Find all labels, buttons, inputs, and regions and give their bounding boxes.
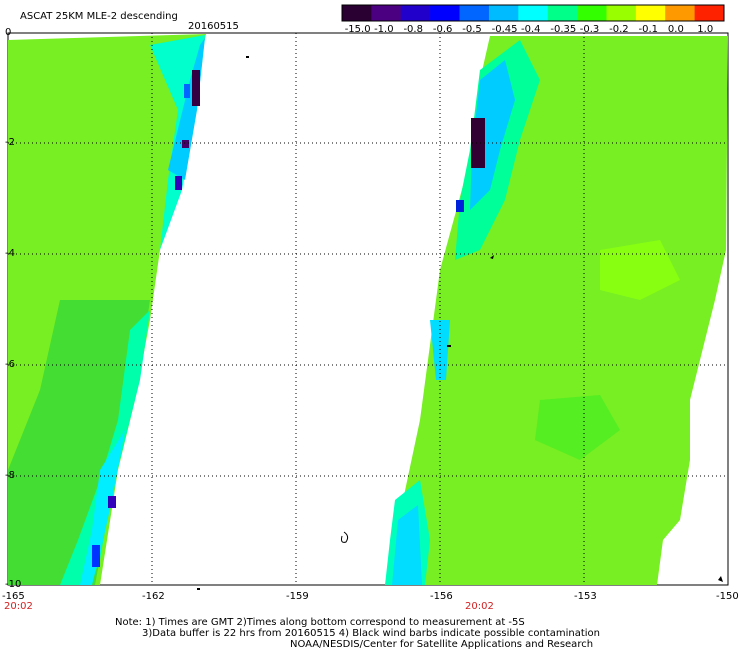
colorbar-label: -0.45 [491, 24, 518, 35]
right-swath [385, 36, 728, 585]
colorbar-segment [371, 5, 402, 21]
colorbar-label: -0.35 [550, 24, 577, 35]
colorbar-label: 0.0 [667, 24, 684, 35]
map-date: 20160515 [188, 21, 239, 32]
y-axis-label: -8 [5, 470, 15, 481]
y-axis-label: -10 [5, 579, 22, 590]
x-axis-label: -165 [2, 591, 25, 602]
colorbar-label: -15.0 [344, 24, 371, 35]
x-axis-label: -156 [430, 591, 453, 602]
wind-barbs [197, 56, 723, 590]
y-axis-label: -6 [5, 359, 15, 370]
colorbar-segment [547, 5, 578, 21]
colorbar-segment [606, 5, 637, 21]
colorbar-label: -0.3 [579, 24, 600, 35]
grid-lines [8, 33, 728, 585]
y-axis-label: -2 [5, 137, 15, 148]
colorbar-label: -0.5 [462, 24, 482, 35]
colorbar-segment [577, 5, 607, 21]
time-label-left: 20:02 [4, 601, 33, 612]
colorbar-frame [341, 4, 725, 22]
note-line-3: NOAA/NESDIS/Center for Satellite Applica… [290, 639, 594, 650]
colorbar-segment [635, 5, 666, 21]
x-axis-label: -162 [142, 591, 165, 602]
colorbar-label: -0.6 [432, 24, 453, 35]
x-axis-label: -153 [574, 591, 597, 602]
x-axis-label: -150 [716, 591, 739, 602]
time-label-right: 20:02 [465, 601, 494, 612]
x-axis-label: -159 [286, 591, 309, 602]
note-line-2: 3)Data buffer is 22 hrs from 20160515 4)… [142, 628, 600, 639]
left-swath [8, 34, 206, 585]
colorbar-label: -0.2 [609, 24, 629, 35]
colorbar-segment [694, 5, 725, 21]
colorbar [341, 4, 725, 22]
colorbar-label: -0.4 [521, 24, 541, 35]
colorbar-segment [665, 5, 696, 21]
colorbar-segment [518, 5, 549, 21]
colorbar-segment [400, 5, 431, 21]
colorbar-label: -1.0 [374, 24, 394, 35]
colorbar-segment [459, 5, 490, 21]
note-line-1: Note: 1) Times are GMT 2)Times along bot… [115, 617, 525, 628]
colorbar-segment [488, 5, 519, 21]
colorbar-segment [342, 5, 372, 21]
colorbar-segment [430, 5, 461, 21]
y-axis-label: -4 [5, 248, 15, 259]
y-axis-label: 0 [5, 27, 12, 38]
colorbar-label: -0.8 [403, 24, 423, 35]
colorbar-label: 1.0 [697, 24, 714, 35]
colorbar-label: -0.1 [638, 24, 659, 35]
map-title: ASCAT 25KM MLE-2 descending [20, 11, 178, 22]
